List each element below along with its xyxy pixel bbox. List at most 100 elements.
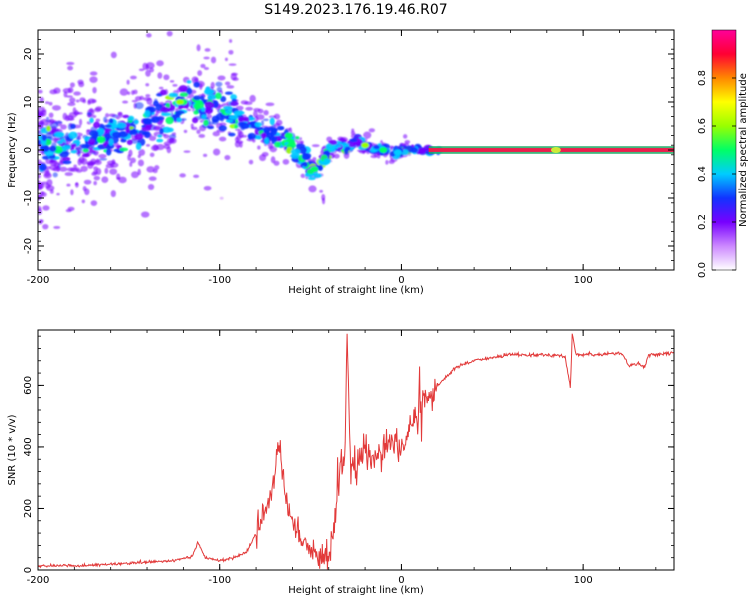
spectrogram-cell (228, 132, 236, 137)
spectrogram-cell (269, 117, 275, 126)
spectrogram-cell (93, 175, 101, 181)
spectrogram-cell (44, 101, 50, 105)
spectrogram-cell (203, 67, 210, 70)
spectrogram-cell (62, 160, 72, 165)
spectrogram-cell (70, 123, 76, 129)
spectrogram-hotspot (175, 99, 184, 105)
spectrogram-cell (264, 132, 275, 138)
spectrogram-cell (89, 150, 94, 154)
spectrogram-cell (42, 205, 50, 211)
spectrogram-cell (203, 119, 209, 126)
spectrogram-cell (120, 138, 127, 143)
spectrogram-cell (146, 166, 155, 173)
spectrogram-cell (104, 124, 112, 128)
spectrogram-cell (180, 118, 187, 121)
spectrogram-cell (145, 83, 150, 87)
spectrogram-cell (156, 60, 164, 67)
spectrogram-cell (73, 111, 80, 115)
spectrogram-cell (115, 116, 120, 120)
snr-x-tick-label: 100 (574, 575, 593, 586)
spectrogram-cell (142, 97, 152, 101)
spectrogram-cell (260, 120, 265, 127)
spectrogram-cell (244, 101, 253, 105)
spectrogram-cell (140, 211, 150, 218)
spectrogram-cell (125, 126, 130, 134)
spectrogram-cell (248, 159, 254, 165)
spectrogram-cell (388, 159, 395, 164)
spectrogram-cell (59, 150, 69, 158)
spectrogram-cell (263, 126, 270, 134)
spectrogram-cell (67, 102, 76, 107)
spectrogram-cell (226, 85, 235, 89)
spectrogram-cell (131, 99, 138, 103)
spectrogram-cell (385, 160, 389, 165)
spectrogram-cell (38, 173, 41, 179)
spectrogram-cell (241, 122, 250, 129)
spectrogram-cell (238, 131, 244, 139)
spectrogram-cell (146, 33, 152, 38)
spectrogram-cell (185, 108, 192, 112)
spectrogram-cell (156, 138, 164, 143)
spectrogram-cell (276, 125, 285, 131)
spectrogram-cell (219, 122, 227, 126)
spectrogram-cell (98, 153, 107, 159)
spectrogram-cell (207, 94, 217, 100)
spectrogram-cell (332, 144, 342, 148)
spectrogram-cell (65, 95, 73, 98)
spectrogram-cell (42, 145, 50, 152)
colorbar: 0.0 0.2 0.4 0.6 0.8 Normalized spectral ampl… (697, 29, 749, 278)
spectrogram-cell (158, 86, 164, 90)
spectrogram-cell (126, 139, 133, 146)
spectrogram-cell (228, 115, 239, 120)
spectrogram-cell (220, 95, 227, 103)
spectrogram-cell (311, 144, 320, 148)
spectrogram-cell (49, 189, 54, 194)
spectrogram-cell (194, 77, 199, 82)
spectrogram-cell (81, 199, 86, 204)
spectrogram-cell (152, 125, 162, 131)
spectrogram-cell (63, 91, 68, 98)
spectrogram-cell (303, 162, 308, 168)
spectrogram-cell (152, 144, 158, 151)
spectrogram-cell (186, 87, 193, 95)
spectrogram-cell (303, 152, 312, 159)
spectrogram-cell (193, 174, 200, 179)
spectrogram-cell (163, 134, 170, 139)
spectrogram-cell (46, 125, 51, 132)
spectrogram-cell (145, 69, 151, 77)
snr-x-tick-label: -100 (208, 575, 231, 586)
snr-y-tick-label: 600 (23, 376, 34, 395)
spectrogram-cell (160, 89, 167, 96)
spectrogram-cell (64, 172, 73, 177)
spectrogram-cell (149, 152, 155, 158)
spectrogram-cell (83, 179, 92, 185)
spectrogram-cell (70, 189, 74, 196)
spectrogram-cell (108, 118, 114, 124)
snr-y-ticks: 0 200 400 600 (23, 335, 674, 573)
spectrogram-cell (130, 75, 137, 80)
spectrogram-cell (196, 44, 201, 52)
spectrogram-cell (122, 100, 129, 104)
spectrogram-cell (323, 158, 331, 165)
spectrogram-cell (157, 72, 163, 79)
spectrogram-cell (48, 112, 54, 118)
spectrogram-cell (141, 126, 152, 131)
spectrogram-cell (231, 98, 237, 103)
spectrogram-cell (89, 108, 94, 113)
spectrogram-cell (66, 61, 75, 66)
spectrogram-cell (108, 113, 116, 117)
spectrogram-cell (103, 116, 107, 123)
spectrogram-cell (264, 137, 270, 145)
spectrogram-cell (282, 158, 290, 165)
snr-background (38, 330, 674, 570)
spectrogram-cell (203, 56, 210, 60)
spectrogram-cell (172, 83, 178, 87)
spectrogram-cell (212, 131, 220, 137)
spectrogram-cell (410, 147, 418, 153)
spectrogram-cell (69, 97, 76, 103)
spectrogram-cell (373, 145, 380, 150)
spectrogram-cell (88, 130, 99, 137)
spectrogram-cell (231, 72, 238, 76)
